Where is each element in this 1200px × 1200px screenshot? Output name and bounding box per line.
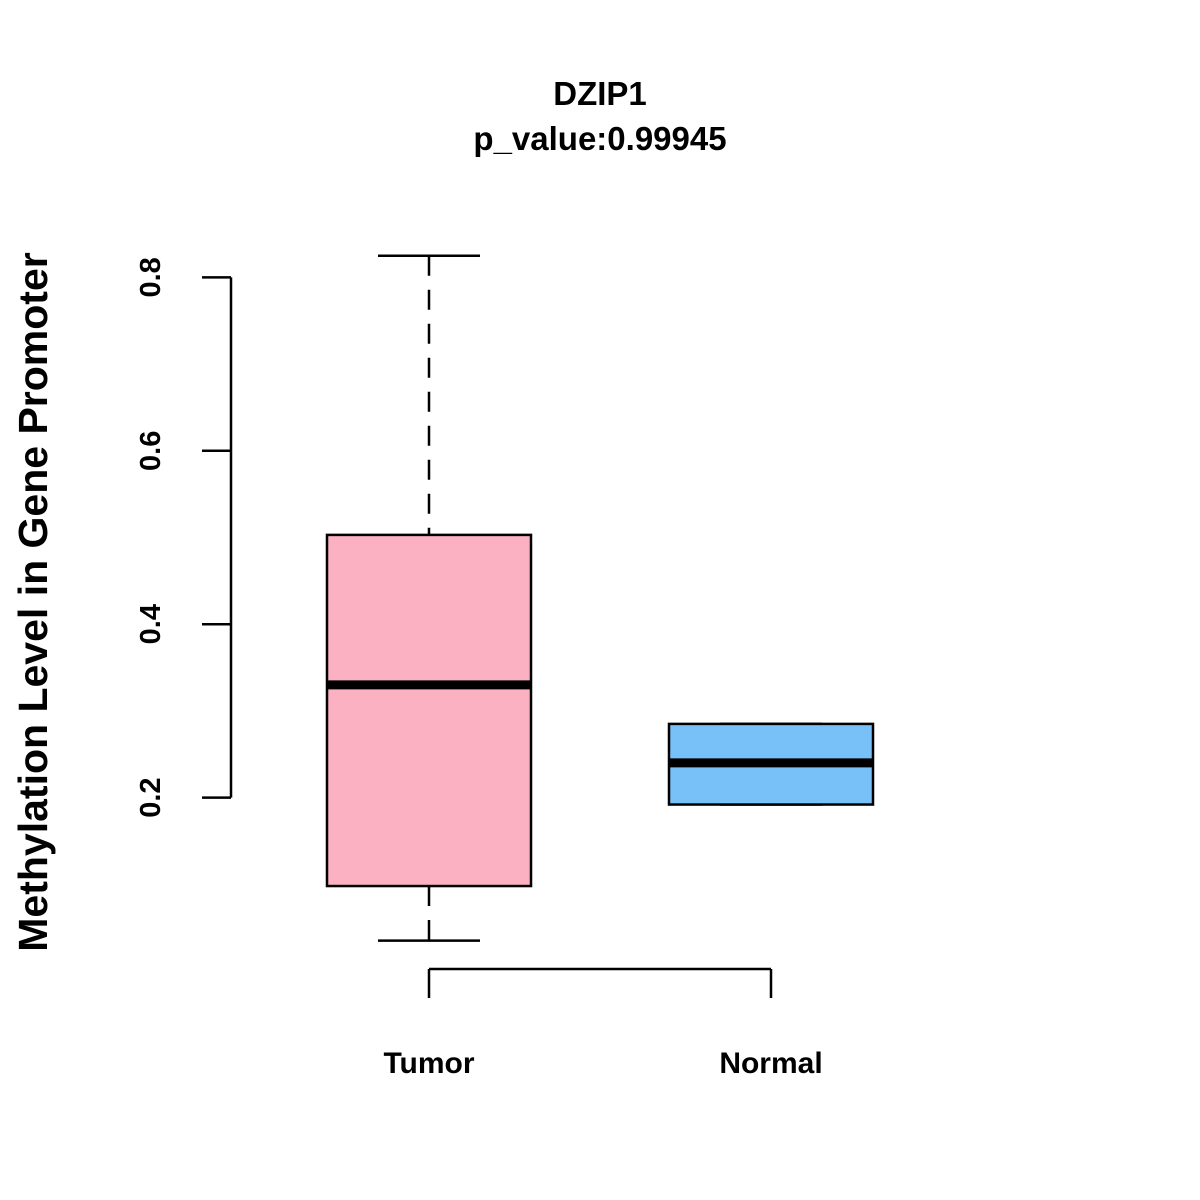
chart-title: DZIP1 xyxy=(553,75,647,112)
y-tick-label: 0.4 xyxy=(135,604,167,644)
x-tick-label: Tumor xyxy=(383,1047,474,1080)
box-tumor xyxy=(325,254,533,942)
iqr-box xyxy=(325,533,533,888)
box-normal xyxy=(667,722,875,806)
boxes xyxy=(325,254,875,942)
y-tick-label: 0.8 xyxy=(135,257,167,297)
x-tick-label: Normal xyxy=(719,1047,822,1080)
y-tick-label: 0.6 xyxy=(135,431,167,471)
y-axis: 0.2 0.4 0.6 0.8 xyxy=(135,257,233,818)
y-axis-label: Methylation Level in Gene Promoter xyxy=(10,252,56,951)
x-axis: Tumor Normal xyxy=(383,967,823,1080)
chart-subtitle: p_value:0.99945 xyxy=(473,120,726,157)
y-tick-label: 0.2 xyxy=(135,777,167,817)
